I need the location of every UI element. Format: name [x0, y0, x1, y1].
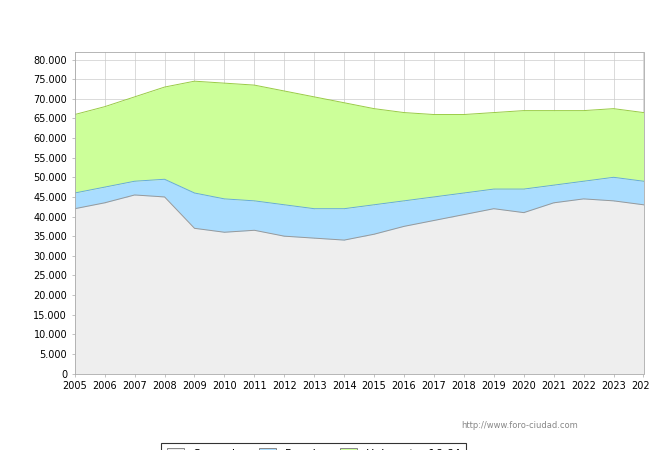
Text: http://www.foro-ciudad.com: http://www.foro-ciudad.com [462, 421, 578, 430]
Text: Reus - Evolucion de la poblacion en edad de Trabajar Mayo de 2024: Reus - Evolucion de la poblacion en edad… [99, 15, 551, 28]
Legend: Ocupados, Parados, Hab. entre 16-64: Ocupados, Parados, Hab. entre 16-64 [161, 443, 466, 450]
